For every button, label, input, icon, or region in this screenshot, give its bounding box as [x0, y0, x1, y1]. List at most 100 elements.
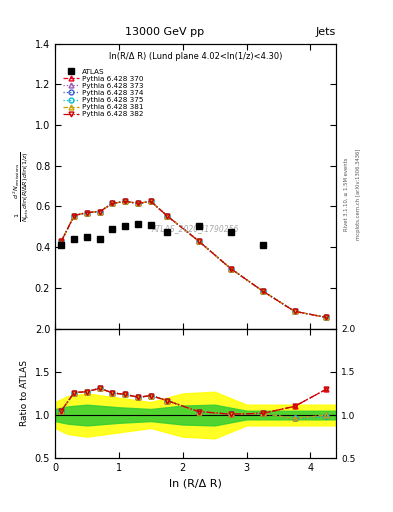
Pythia 6.428 382	[110, 200, 115, 206]
Text: mcplots.cern.ch [arXiv:1306.3436]: mcplots.cern.ch [arXiv:1306.3436]	[356, 149, 361, 240]
Pythia 6.428 375	[123, 198, 128, 204]
Pythia 6.428 381	[59, 238, 64, 244]
Pythia 6.428 374	[149, 198, 153, 204]
Pythia 6.428 381	[324, 314, 329, 321]
Pythia 6.428 381	[164, 212, 169, 219]
Line: Pythia 6.428 381: Pythia 6.428 381	[59, 199, 329, 320]
Pythia 6.428 375	[136, 200, 140, 206]
Pythia 6.428 382	[97, 208, 102, 215]
Pythia 6.428 375	[324, 314, 329, 321]
Pythia 6.428 375	[110, 200, 115, 206]
Pythia 6.428 374	[84, 209, 89, 216]
Pythia 6.428 373	[228, 266, 233, 272]
Pythia 6.428 382	[59, 238, 64, 244]
Pythia 6.428 382	[123, 198, 128, 204]
Pythia 6.428 381	[97, 208, 102, 215]
Text: ATLAS_2020_I1790256: ATLAS_2020_I1790256	[152, 224, 239, 233]
Pythia 6.428 370	[164, 212, 169, 219]
ATLAS	[123, 223, 128, 229]
ATLAS	[260, 242, 265, 248]
ATLAS	[84, 234, 89, 240]
Pythia 6.428 375	[228, 266, 233, 272]
Pythia 6.428 381	[110, 200, 115, 206]
Pythia 6.428 370	[324, 314, 329, 321]
Pythia 6.428 382	[136, 200, 140, 206]
Pythia 6.428 370	[149, 198, 153, 204]
Pythia 6.428 375	[84, 209, 89, 216]
Pythia 6.428 374	[123, 198, 128, 204]
Pythia 6.428 374	[164, 212, 169, 219]
Pythia 6.428 374	[260, 288, 265, 294]
ATLAS	[228, 229, 233, 235]
ATLAS	[136, 221, 140, 227]
Pythia 6.428 381	[196, 238, 201, 244]
ATLAS	[110, 226, 115, 232]
Line: Pythia 6.428 373: Pythia 6.428 373	[59, 199, 329, 320]
Pythia 6.428 373	[110, 200, 115, 206]
ATLAS	[72, 236, 77, 242]
Pythia 6.428 370	[59, 238, 64, 244]
Pythia 6.428 374	[228, 266, 233, 272]
Line: Pythia 6.428 375: Pythia 6.428 375	[59, 199, 329, 320]
Pythia 6.428 373	[149, 198, 153, 204]
Pythia 6.428 375	[59, 238, 64, 244]
Pythia 6.428 381	[136, 200, 140, 206]
Pythia 6.428 373	[136, 200, 140, 206]
Pythia 6.428 374	[196, 238, 201, 244]
Pythia 6.428 381	[123, 198, 128, 204]
Pythia 6.428 374	[59, 238, 64, 244]
Pythia 6.428 381	[84, 209, 89, 216]
Pythia 6.428 373	[59, 238, 64, 244]
Pythia 6.428 370	[97, 208, 102, 215]
Pythia 6.428 373	[260, 288, 265, 294]
Pythia 6.428 374	[292, 308, 297, 314]
Pythia 6.428 375	[196, 238, 201, 244]
Text: Jets: Jets	[316, 27, 336, 37]
Pythia 6.428 381	[228, 266, 233, 272]
Pythia 6.428 382	[196, 238, 201, 244]
Pythia 6.428 375	[149, 198, 153, 204]
Pythia 6.428 375	[97, 208, 102, 215]
Pythia 6.428 370	[292, 308, 297, 314]
Pythia 6.428 382	[72, 212, 77, 219]
Y-axis label: $\frac{1}{N_{\mathrm{jets}}}\frac{d^2 N_{\mathrm{emissions}}}{d\ln(R/\Delta R)\,: $\frac{1}{N_{\mathrm{jets}}}\frac{d^2 N_…	[11, 151, 32, 222]
Line: Pythia 6.428 382: Pythia 6.428 382	[59, 199, 329, 320]
Pythia 6.428 382	[149, 198, 153, 204]
ATLAS	[97, 236, 102, 242]
Pythia 6.428 381	[149, 198, 153, 204]
Pythia 6.428 373	[72, 212, 77, 219]
Pythia 6.428 373	[84, 209, 89, 216]
Pythia 6.428 382	[164, 212, 169, 219]
Pythia 6.428 375	[72, 212, 77, 219]
Pythia 6.428 381	[72, 212, 77, 219]
ATLAS	[149, 222, 153, 228]
Pythia 6.428 373	[123, 198, 128, 204]
Pythia 6.428 373	[196, 238, 201, 244]
X-axis label: ln (R/Δ R): ln (R/Δ R)	[169, 479, 222, 488]
Pythia 6.428 374	[97, 208, 102, 215]
ATLAS	[164, 229, 169, 235]
Pythia 6.428 381	[260, 288, 265, 294]
Pythia 6.428 370	[110, 200, 115, 206]
Pythia 6.428 370	[196, 238, 201, 244]
Pythia 6.428 382	[84, 209, 89, 216]
Line: Pythia 6.428 370: Pythia 6.428 370	[59, 199, 329, 320]
Pythia 6.428 373	[164, 212, 169, 219]
Pythia 6.428 370	[260, 288, 265, 294]
Pythia 6.428 374	[110, 200, 115, 206]
Text: Rivet 3.1.10, ≥ 1.5M events: Rivet 3.1.10, ≥ 1.5M events	[344, 158, 349, 231]
Pythia 6.428 382	[228, 266, 233, 272]
Pythia 6.428 373	[324, 314, 329, 321]
Pythia 6.428 373	[97, 208, 102, 215]
Pythia 6.428 370	[136, 200, 140, 206]
Line: ATLAS: ATLAS	[59, 221, 265, 248]
Pythia 6.428 381	[292, 308, 297, 314]
Text: 13000 GeV pp: 13000 GeV pp	[125, 27, 205, 37]
Pythia 6.428 375	[292, 308, 297, 314]
Pythia 6.428 370	[84, 209, 89, 216]
Text: ln(R/Δ R) (Lund plane 4.02<ln(1/z)<4.30): ln(R/Δ R) (Lund plane 4.02<ln(1/z)<4.30)	[109, 52, 282, 61]
Pythia 6.428 382	[292, 308, 297, 314]
Pythia 6.428 370	[228, 266, 233, 272]
Pythia 6.428 375	[260, 288, 265, 294]
Y-axis label: Ratio to ATLAS: Ratio to ATLAS	[20, 360, 29, 426]
